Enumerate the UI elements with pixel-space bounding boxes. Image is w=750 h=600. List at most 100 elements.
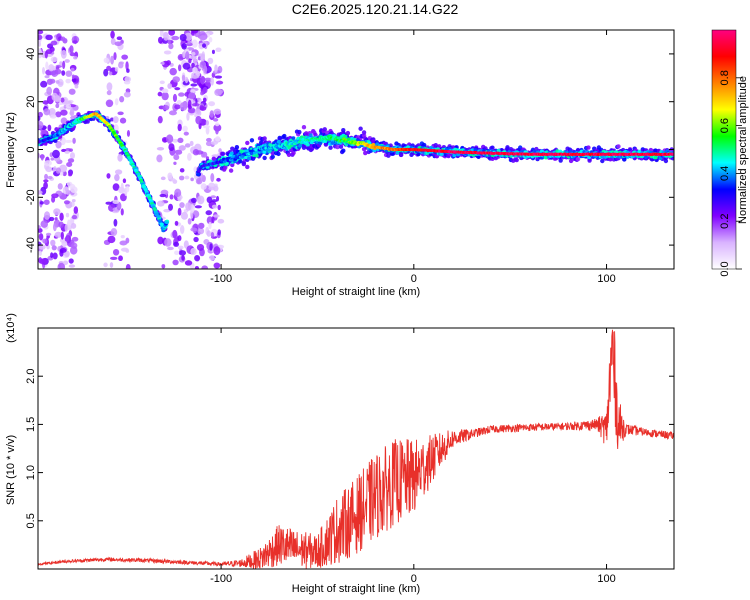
spectrogram-noise-cell — [112, 248, 120, 256]
spectrogram-band-cell — [439, 152, 444, 157]
spectrogram-noise-cell — [160, 176, 166, 181]
spectrogram-noise-cell — [125, 249, 130, 253]
spectrogram-noise-cell — [191, 102, 200, 107]
spectrogram-halo-cell — [341, 128, 346, 133]
spectrogram-noise-cell — [49, 114, 57, 119]
spectrogram-noise-cell — [103, 68, 109, 77]
spectrogram-noise-cell — [121, 54, 129, 60]
colorbar-tick-label: 0.4 — [719, 166, 731, 181]
spectrogram-noise-cell — [60, 231, 64, 240]
spectrogram-noise-cell — [38, 34, 43, 40]
spectrogram-noise-cell — [194, 205, 202, 209]
spectrogram-noise-cell — [49, 78, 56, 84]
spectrogram-noise-cell — [171, 35, 180, 41]
spectrogram-noise-cell — [186, 112, 190, 121]
spectrogram-halo-cell — [358, 126, 363, 131]
spectrogram-noise-cell — [182, 51, 186, 59]
spectrogram-noise-cell — [39, 258, 48, 265]
colorbar-scale — [711, 29, 737, 270]
spectrogram-noise-cell — [208, 221, 212, 230]
spectrogram-noise-cell — [52, 149, 60, 159]
spectrogram-noise-cell — [59, 249, 64, 257]
spectrogram-noise-cell — [38, 48, 42, 52]
spectrogram-noise-cell — [170, 178, 176, 182]
spectrogram-noise-cell — [64, 223, 69, 232]
spectrogram-noise-cell — [215, 127, 219, 135]
spectrogram-noise-cell — [114, 169, 123, 175]
spectrogram-noise-cell — [194, 254, 201, 262]
spectrogram-halo-cell — [301, 125, 307, 130]
spectrogram-noise-cell — [62, 260, 69, 266]
spectrogram-noise-cell — [199, 60, 207, 69]
spectrogram-halo-cell — [241, 161, 247, 167]
spectrogram-noise-cell — [65, 78, 71, 84]
spectrogram-noise-cell — [70, 116, 77, 120]
spectrogram-noise-cell — [190, 177, 194, 182]
spectrogram-noise-cell — [38, 190, 43, 195]
spectrogram-noise-cell — [177, 197, 182, 202]
spectrogram-noise-cell — [169, 67, 177, 76]
snr-panel: -100 0 100 0.5 1.0 1.5 2.0 Height of straight… — [5, 313, 675, 595]
spectrogram-halo-cell — [575, 156, 581, 162]
spectrogram-noise-cell — [73, 55, 78, 60]
spectrogram-ridge-cell — [671, 152, 674, 156]
spectrogram-noise-cell — [68, 258, 74, 264]
spectrogram-noise-cell — [207, 57, 214, 65]
spectrogram-noise-cell — [217, 218, 225, 224]
spectrogram-noise-cell — [69, 246, 78, 255]
spectrogram-noise-cell — [177, 123, 182, 132]
spectrogram-halo-cell — [558, 158, 563, 163]
spectrogram-noise-cell — [162, 104, 170, 111]
spectrogram-noise-cell — [206, 230, 211, 237]
spectrogram-noise-cell — [60, 36, 66, 42]
spectrogram-noise-cell — [68, 148, 73, 152]
spectrogram-noise-cell — [214, 136, 221, 142]
spectrogram-noise-cell — [179, 102, 188, 111]
spectrogram-halo-cell — [587, 158, 592, 163]
spectrogram-noise-cell — [190, 247, 197, 256]
spectrogram-noise-cell — [187, 99, 192, 109]
spectrogram-noise-cell — [172, 259, 179, 266]
spectrogram-cells — [38, 30, 674, 269]
spectrogram-noise-cell — [103, 262, 108, 268]
spectrogram-ridge-cell — [371, 143, 376, 146]
spectrogram-noise-cell — [114, 41, 123, 47]
spectrogram-noise-cell — [161, 91, 169, 101]
spectrogram-halo-cell — [338, 144, 344, 149]
spectrogram-noise-cell — [110, 228, 118, 237]
colorbar-tick-label: 0.8 — [719, 70, 731, 85]
spectrogram-noise-cell — [191, 62, 195, 68]
spectrogram-noise-cell — [71, 201, 75, 207]
spectrogram-ridge-cell — [336, 136, 341, 140]
spectrogram-noise-cell — [196, 243, 205, 251]
snr-y-tick-label: 0.5 — [25, 513, 37, 528]
colorbar-tick-label: 0.0 — [719, 261, 731, 276]
spectrogram-noise-cell — [194, 108, 201, 115]
spectrogram-noise-cell — [38, 233, 44, 241]
spectrogram-noise-cell — [166, 60, 171, 66]
spectrogram-noise-cell — [184, 76, 189, 84]
spectrogram-noise-cell — [55, 66, 60, 70]
spectrogram-noise-cell — [181, 74, 186, 82]
spectrogram-band-cell — [276, 139, 281, 144]
spectrogram-band-cell — [558, 149, 563, 154]
spectrogram-noise-cell — [211, 49, 215, 55]
spectrogram-noise-cell — [51, 245, 57, 251]
spectrogram-noise-cell — [181, 255, 185, 261]
spectrogram-noise-cell — [211, 199, 218, 203]
spectrogram-noise-cell — [199, 35, 206, 41]
spectrogram-noise-cell — [161, 88, 169, 94]
spectrogram-noise-cell — [60, 117, 68, 125]
spectrogram-noise-cell — [125, 61, 129, 71]
spectrogram-noise-cell — [188, 92, 196, 100]
spectrogram-noise-cell — [62, 60, 66, 70]
spectrogram-noise-cell — [209, 255, 215, 261]
spectrogram-noise-cell — [59, 171, 64, 176]
spectrogram-noise-cell — [60, 109, 68, 116]
spectrogram-noise-cell — [38, 225, 41, 229]
spectrogram-noise-cell — [61, 70, 66, 76]
spectrogram-noise-cell — [168, 203, 173, 211]
spectrogram-noise-cell — [168, 43, 174, 50]
spectrogram-noise-cell — [201, 265, 208, 269]
spectrogram-noise-cell — [167, 172, 173, 180]
